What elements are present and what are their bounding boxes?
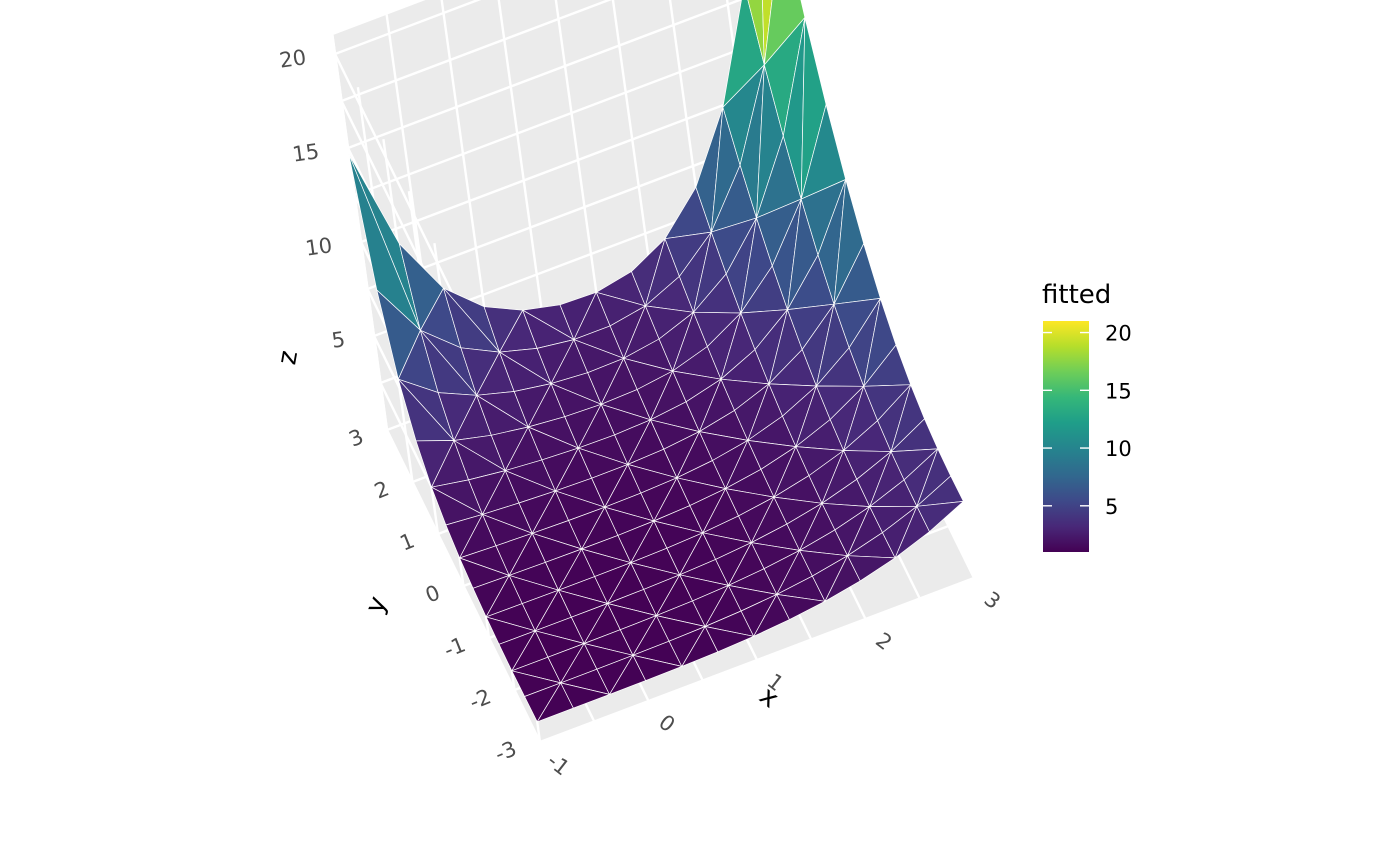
- y-tick-label: -1: [440, 632, 468, 662]
- x-tick-label: 3: [980, 587, 1005, 614]
- surface-facet: [847, 555, 896, 582]
- grid-back-z: [360, 76, 796, 244]
- x-axis-title: x: [754, 681, 785, 714]
- y-axis-title: y: [360, 592, 394, 618]
- legend-label: 10: [1105, 437, 1132, 461]
- legend-title: fitted: [1042, 280, 1111, 310]
- y-tick-label: 3: [345, 424, 366, 451]
- surface-facet: [747, 0, 765, 66]
- grid-back-z: [354, 29, 789, 197]
- surface-facet: [560, 682, 610, 709]
- surface-facet: [704, 626, 755, 653]
- y-tick-label: 1: [396, 528, 417, 555]
- grid-back-z: [347, 0, 744, 150]
- x-tick-label: -1: [543, 749, 574, 781]
- z-axis-title: z: [272, 348, 304, 367]
- legend-label: 15: [1105, 379, 1132, 403]
- legend-label: 5: [1105, 495, 1118, 519]
- legend: fitted 5 10 15 20: [1042, 280, 1132, 552]
- surface-facet: [776, 594, 826, 620]
- colorbar: [1043, 321, 1089, 552]
- surface-facet: [916, 501, 964, 532]
- grid-floor-y: [539, 576, 975, 744]
- surface-facet: [762, 0, 773, 66]
- grid-back-z: [334, 0, 482, 56]
- y-tick-label: 2: [371, 476, 392, 503]
- legend-label: 20: [1105, 322, 1132, 346]
- x-tick-label: 0: [654, 710, 679, 737]
- z-tick-label: 5: [330, 327, 347, 353]
- y-tick-label: -2: [466, 684, 494, 714]
- y-tick-label: 0: [422, 580, 443, 607]
- y-tick-label: -3: [491, 736, 519, 766]
- surface-facet: [632, 654, 683, 681]
- x-tick-label: 2: [871, 628, 896, 655]
- grid-back-z: [341, 0, 613, 103]
- z-tick-label: 15: [291, 139, 321, 166]
- surface-mesh: [348, 0, 964, 723]
- z-tick-label: 10: [304, 233, 334, 260]
- z-tick-label: 20: [278, 45, 308, 72]
